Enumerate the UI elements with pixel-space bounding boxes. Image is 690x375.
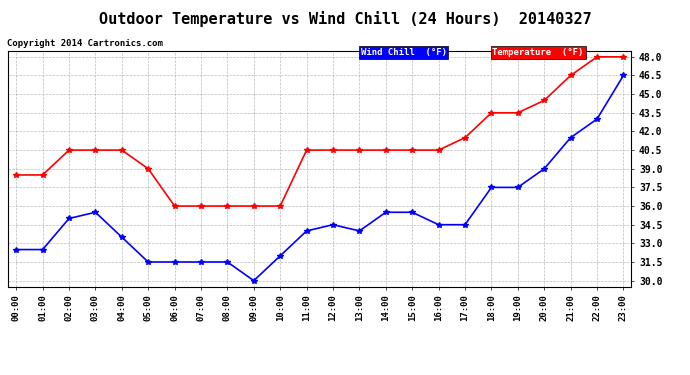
Text: Wind Chill  (°F): Wind Chill (°F) (360, 48, 446, 57)
Text: Temperature  (°F): Temperature (°F) (493, 48, 584, 57)
Text: Copyright 2014 Cartronics.com: Copyright 2014 Cartronics.com (7, 39, 163, 48)
Text: Outdoor Temperature vs Wind Chill (24 Hours)  20140327: Outdoor Temperature vs Wind Chill (24 Ho… (99, 11, 591, 27)
